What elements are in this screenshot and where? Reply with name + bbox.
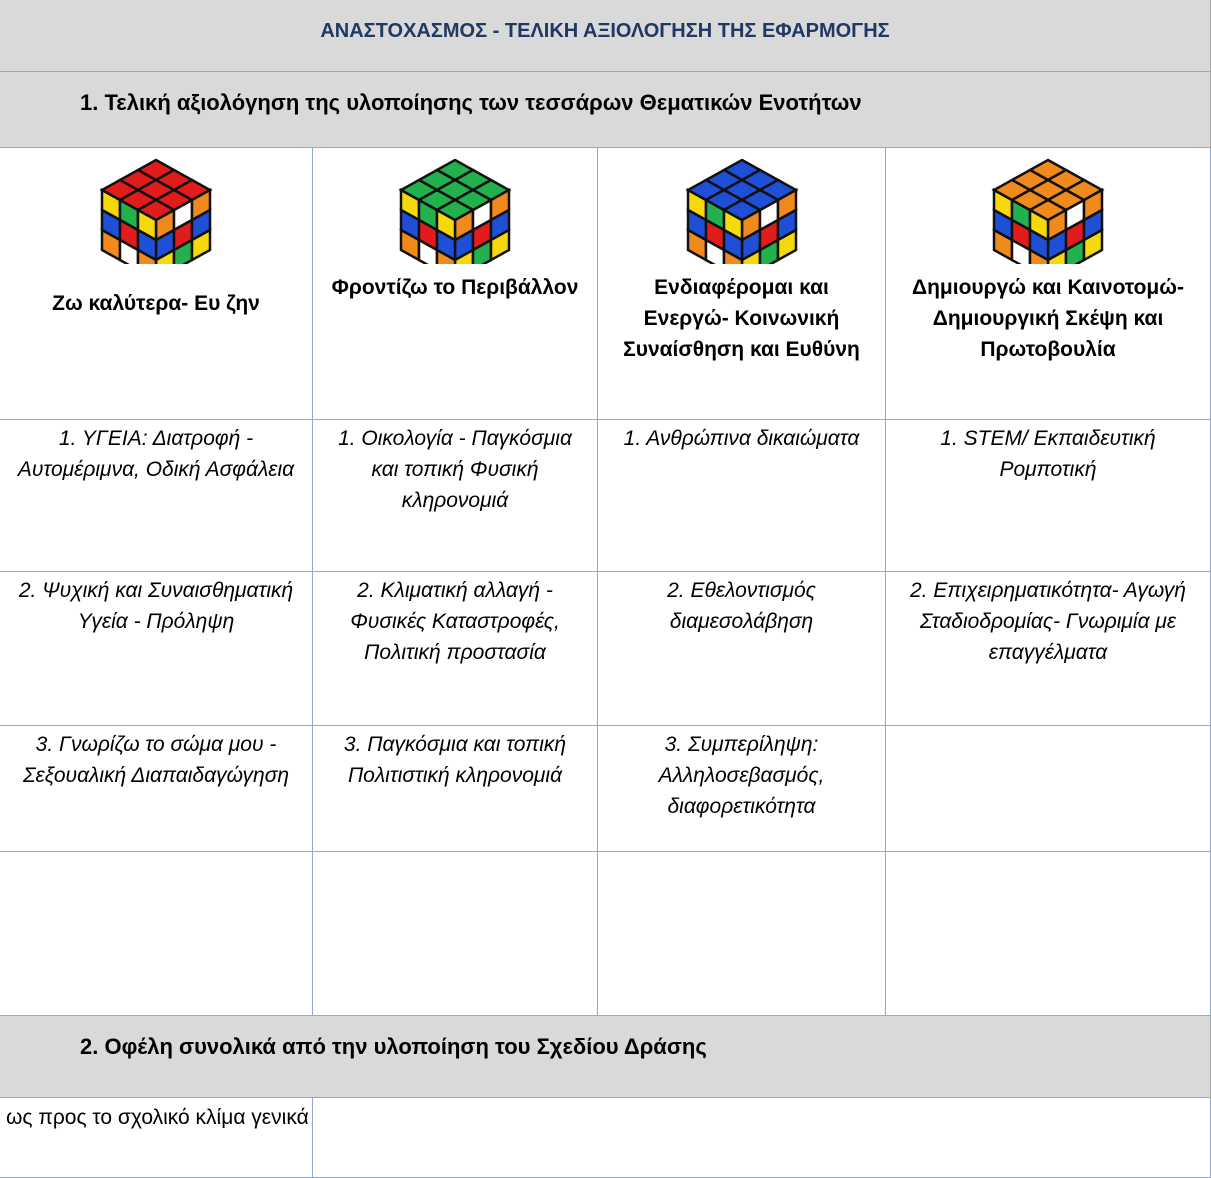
title-row: ΑΝΑΣΤΟΧΑΣΜΟΣ - ΤΕΛΙΚΗ ΑΞΙΟΛΟΓΗΣΗ ΤΗΣ ΕΦΑ… — [0, 0, 1211, 72]
empty-cell — [886, 852, 1211, 1016]
topic-cell: 2. Εθελοντισμός διαμεσολάβηση — [598, 572, 886, 726]
section-title: 1. Τελική αξιολόγηση της υλοποίησης των … — [0, 72, 1211, 148]
topic-cell: 3. Παγκόσμια και τοπική Πολιτιστική κληρ… — [313, 726, 598, 852]
column-header: Ζω καλύτερα- Ευ ζην — [0, 148, 313, 420]
benefit-value — [313, 1098, 1211, 1178]
header-text: Ζω καλύτερα- Ευ ζην — [52, 292, 260, 315]
topic-cell: 2. Ψυχική και Συναισθηματική Υγεία - Πρό… — [0, 572, 313, 726]
section-title: 2. Οφέλη συνολικά από την υλοποίηση του … — [0, 1016, 1211, 1098]
cube-icon — [99, 158, 213, 264]
topic-cell: 3. Συμπερίληψη: Αλληλοσεβασμός, διαφορετ… — [598, 726, 886, 852]
topic-cell: 2. Κλιματική αλλαγή - Φυσικές Καταστροφέ… — [313, 572, 598, 726]
header-text: Ενδιαφέρομαι και Ενεργώ- Κοινωνική Συναί… — [623, 276, 860, 361]
topic-cell: 3. Γνωρίζω το σώμα μου - Σεξουαλική Διαπ… — [0, 726, 313, 852]
header-text: Φροντίζω το Περιβάλλον — [331, 276, 579, 299]
cube-icon — [684, 158, 799, 264]
column-header: Φροντίζω το Περιβάλλον — [313, 148, 598, 420]
topic-cell: 1. ΥΓΕΙΑ: Διατροφή - Αυτομέριμνα, Οδική … — [0, 420, 313, 572]
empty-cell — [598, 852, 886, 1016]
cube-icon — [398, 158, 512, 264]
column-header: Ενδιαφέρομαι και Ενεργώ- Κοινωνική Συναί… — [598, 148, 886, 420]
empty-cell — [0, 852, 313, 1016]
topic-cell: 1. Ανθρώπινα δικαιώματα — [598, 420, 886, 572]
header-text: Δημιουργώ και Καινοτομώ- Δημιουργική Σκέ… — [911, 276, 1185, 361]
topic-cell — [886, 726, 1211, 852]
benefit-label: ως προς το σχολικό κλίμα γενικά — [0, 1098, 313, 1178]
column-header: Δημιουργώ και Καινοτομώ- Δημιουργική Σκέ… — [886, 148, 1211, 420]
cube-icon — [991, 158, 1105, 264]
topic-cell: 1. Οικολογία - Παγκόσμια και τοπική Φυσι… — [313, 420, 598, 572]
empty-cell — [313, 852, 598, 1016]
topic-cell: 2. Επιχειρηματικότητα- Αγωγή Σταδιοδρομί… — [886, 572, 1211, 726]
topic-cell: 1. STEM/ Εκπαιδευτική Ρομποτική — [886, 420, 1211, 572]
